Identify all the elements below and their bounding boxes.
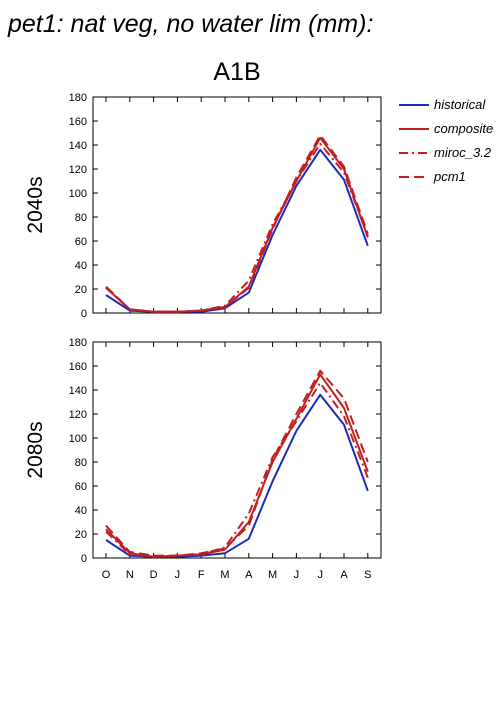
legend-item-composite: composite [399,121,493,136]
x-tick-label: J [175,569,181,581]
x-tick-label: N [126,569,134,581]
x-tick-label: J [317,569,323,581]
series-line-miroc [105,381,369,558]
series-line-composite [105,136,369,313]
series-line-composite [105,373,369,558]
x-tick-label: J [294,569,300,581]
series-line-historical [105,393,369,558]
x-tick-label: F [198,569,205,581]
legend-label: pcm1 [433,169,466,184]
plot-frame [92,341,382,559]
plot-frame [92,96,382,314]
y-tick-label: 140 [69,140,87,152]
x-tick-label: S [364,569,371,581]
legend-label: historical [434,97,486,112]
legend-item-miroc: miroc_3.2 [399,145,492,160]
y-tick-label: 0 [81,553,87,565]
y-tick-label: 0 [81,308,87,320]
y-tick-label: 100 [69,433,87,445]
x-tick-label: A [245,569,253,581]
series-line-historical [105,148,369,313]
series-line-pcm1 [105,369,369,557]
y-tick-label: 80 [75,212,87,224]
y-tick-label: 40 [75,505,87,517]
y-tick-label: 100 [69,188,87,200]
y-tick-label: 60 [75,481,87,493]
legend-item-pcm1: pcm1 [399,169,466,184]
legend-item-historical: historical [399,97,486,112]
legend: historical composite miroc_3.2 pcm1 [399,97,493,184]
y-tick-label: 120 [69,164,87,176]
x-tick-label: D [150,569,158,581]
y-tick-label: 160 [69,361,87,373]
panel-label: 2080s [24,421,47,478]
panel-2040s: 0 20 40 60 80 100 120 140 160 180 2040s [24,92,382,320]
y-tick-label: 60 [75,236,87,248]
chart-title: pet1: nat veg, no water lim (mm): [7,10,373,38]
x-tick-label: M [268,569,277,581]
y-tick-label: 160 [69,116,87,128]
y-tick-label: 140 [69,385,87,397]
y-tick-label: 180 [69,92,87,104]
y-tick-label: 80 [75,457,87,469]
legend-label: miroc_3.2 [434,145,492,160]
scenario-title: A1B [213,58,260,86]
panel-label: 2040s [24,176,47,233]
x-tick-label: A [340,569,348,581]
x-tick-label: O [102,569,111,581]
series-line-miroc [105,142,369,313]
legend-label: composite [434,121,493,136]
y-tick-label: 20 [75,284,87,296]
y-tick-label: 120 [69,409,87,421]
panel-2080s: 0 20 40 60 80 100 120 140 160 180 O N D J F M A M J J A S 2080… [24,337,382,581]
x-tick-label: M [220,569,229,581]
panels: 0 20 40 60 80 100 120 140 160 180 2040s 0 20 40 60 80 10… [24,92,382,581]
y-tick-label: 40 [75,260,87,272]
y-tick-label: 20 [75,529,87,541]
y-tick-label: 180 [69,337,87,349]
series-line-pcm1 [105,134,369,313]
